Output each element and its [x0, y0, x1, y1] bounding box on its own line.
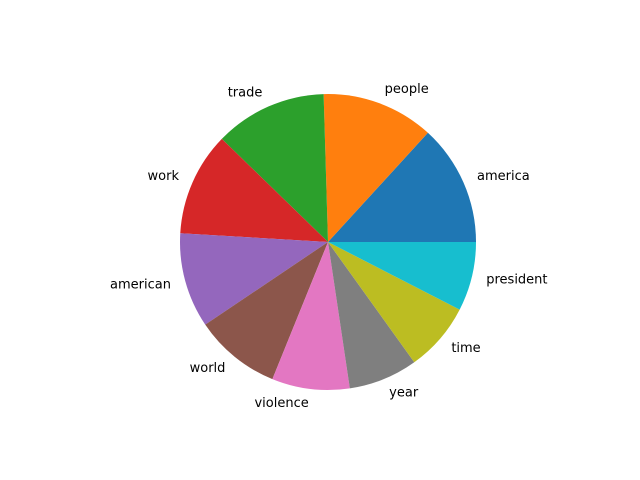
pie-label-time: time [451, 341, 480, 356]
pie-slice-violence [272, 242, 350, 391]
pie-slice-president [328, 242, 476, 310]
pie-label-work: work [148, 169, 180, 184]
pie-slice-american [180, 233, 328, 325]
pie-label-people: people [385, 82, 429, 97]
pie-slice-time [328, 242, 460, 363]
pie-slice-work [180, 138, 328, 242]
pie-label-america: america [477, 169, 530, 184]
pie-label-president: president [486, 273, 547, 288]
pie-label-trade: trade [228, 86, 263, 101]
pie-slice-world [205, 242, 328, 380]
pie-slice-year [328, 242, 415, 389]
pie-label-violence: violence [254, 396, 308, 411]
pie-slice-america [328, 132, 476, 242]
pie-slice-people [323, 94, 428, 243]
pie-label-year: year [389, 385, 419, 400]
pie-label-american: american [110, 277, 171, 292]
pie-labels: america people trade work american world viole… [110, 82, 548, 411]
pie-label-world: world [190, 361, 226, 376]
pie-slices [180, 94, 476, 391]
pie-slice-trade [221, 94, 328, 242]
